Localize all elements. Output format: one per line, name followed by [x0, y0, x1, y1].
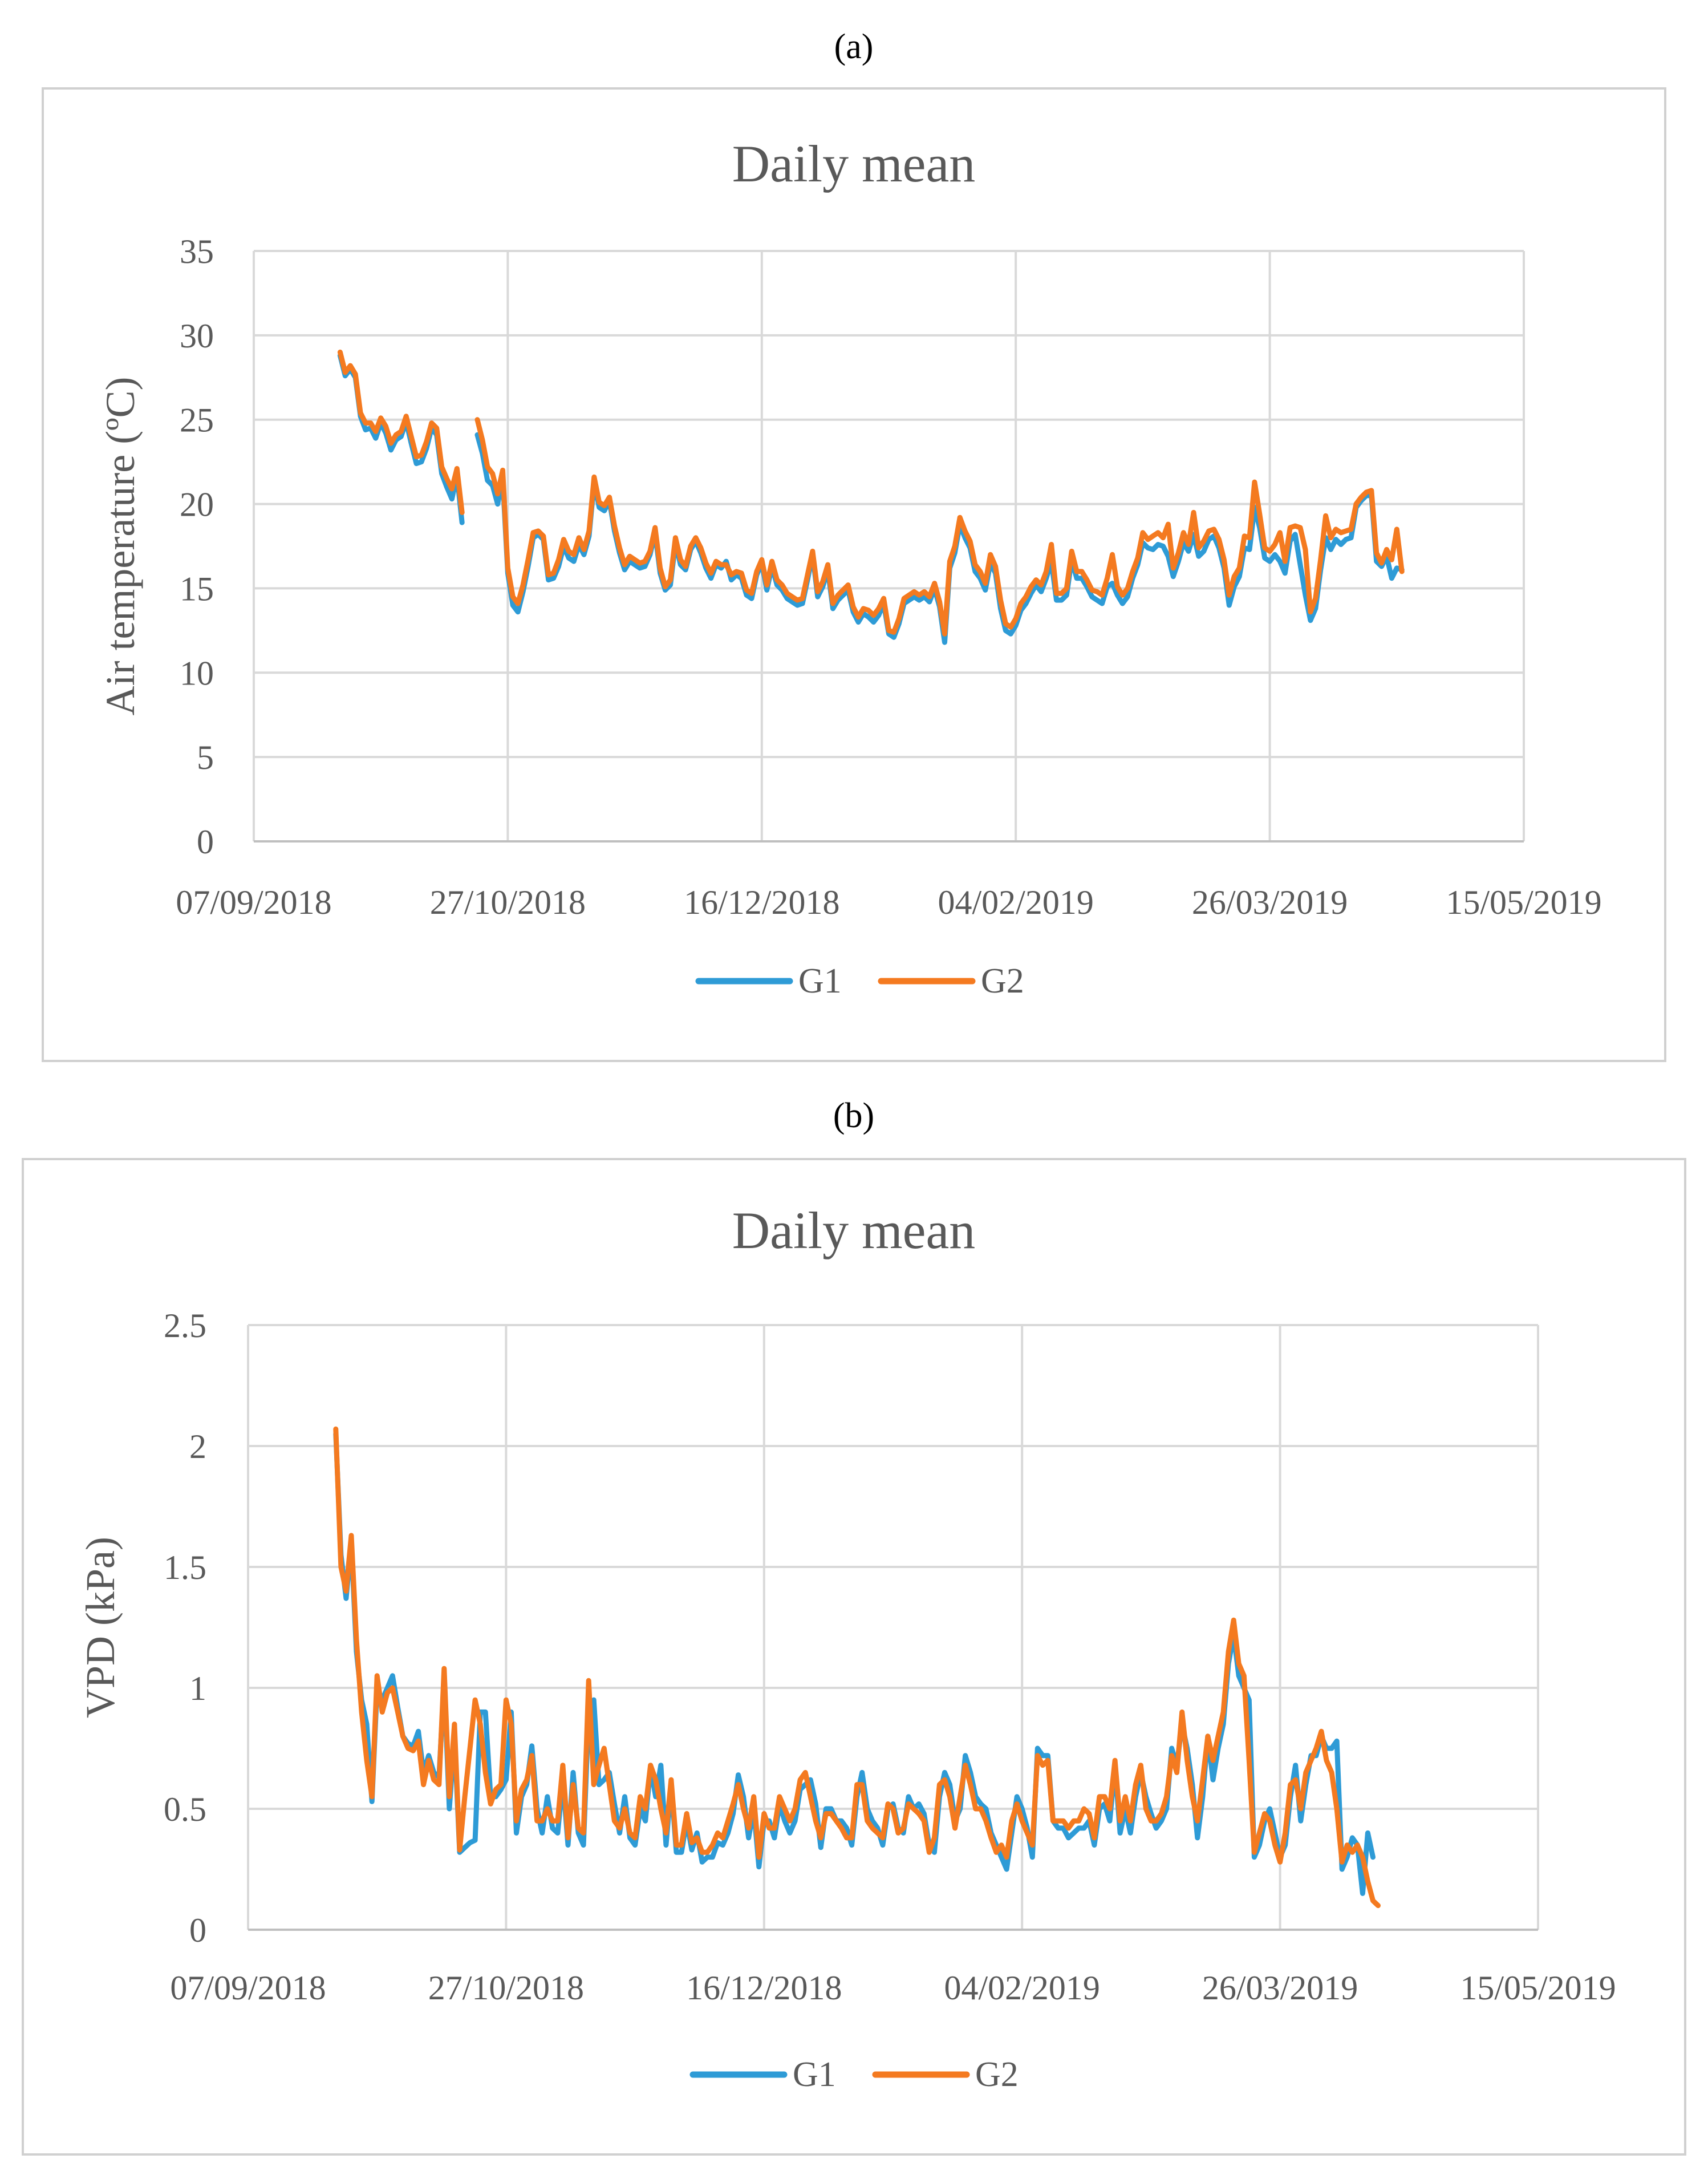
x-tick-label: 04/02/2019: [938, 884, 1094, 921]
x-tick-label: 27/10/2018: [428, 1969, 584, 2007]
x-tick-label: 15/05/2019: [1460, 1969, 1616, 2007]
y-tick-label: 15: [180, 570, 214, 607]
y-tick-label: 1: [189, 1670, 206, 1707]
x-tick-label: 26/03/2019: [1202, 1969, 1358, 2007]
y-tick-label: 35: [180, 233, 214, 270]
y-axis-label: VPD (kPa): [78, 1537, 123, 1718]
x-tick-label: 16/12/2018: [684, 884, 839, 921]
y-tick-label: 2: [189, 1428, 206, 1465]
x-tick-label: 07/09/2018: [176, 884, 331, 921]
y-tick-label: 0: [197, 823, 214, 861]
x-tick-label: 26/03/2019: [1192, 884, 1348, 921]
chart-a-plot: 0 5 10 15 20 25 30 35 07/09/2018 27/10/2018 16/12/…: [98, 233, 1602, 1001]
y-axis-label: Air temperature (ºC): [98, 376, 143, 715]
y-tick-label: 30: [180, 317, 214, 355]
panel-label-b: (b): [833, 1096, 874, 1135]
x-tick-label: 04/02/2019: [944, 1969, 1100, 2007]
y-tick-label: 25: [180, 402, 214, 439]
series-line-g2: [333, 1426, 1381, 1909]
y-tick-label: 20: [180, 486, 214, 524]
legend-label-g2: G2: [975, 2055, 1019, 2094]
panel-label-a: (a): [834, 27, 874, 66]
y-tick-label: 0.5: [164, 1791, 206, 1828]
x-tick-label: 16/12/2018: [686, 1969, 842, 2007]
y-tick-label: 5: [197, 739, 214, 776]
chart-b-plot: 0 0.5 1 1.5 2 2.5 07/09/2018 27/10/2018 16/12/20…: [78, 1307, 1616, 2094]
y-tick-label: 0: [189, 1911, 206, 1949]
y-tick-label: 2.5: [164, 1307, 206, 1344]
legend-label-g2: G2: [981, 962, 1024, 1001]
series-line-g2: [337, 349, 1405, 637]
legend-label-g1: G1: [798, 962, 842, 1001]
legend-label-g1: G1: [793, 2055, 836, 2094]
y-tick-label: 1.5: [164, 1549, 206, 1586]
x-tick-label: 27/10/2018: [430, 884, 586, 921]
y-tick-label: 10: [180, 654, 214, 692]
chart-a-title: Daily mean: [732, 135, 976, 193]
chart-b-title: Daily mean: [732, 1201, 976, 1259]
x-tick-label: 07/09/2018: [170, 1969, 326, 2007]
x-tick-label: 15/05/2019: [1446, 884, 1601, 921]
